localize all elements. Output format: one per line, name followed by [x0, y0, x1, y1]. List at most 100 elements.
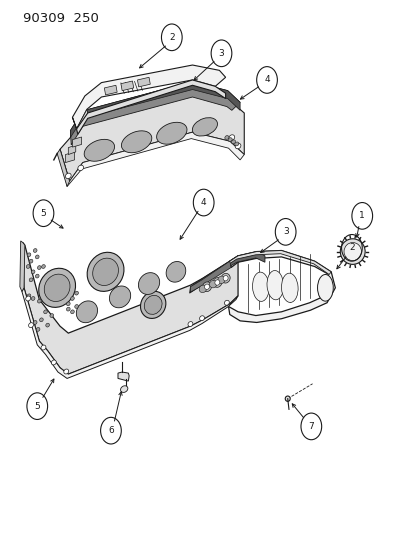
Ellipse shape	[281, 273, 297, 302]
Ellipse shape	[66, 302, 70, 306]
Ellipse shape	[31, 270, 35, 274]
Ellipse shape	[212, 278, 221, 287]
Text: 2: 2	[169, 33, 174, 42]
Ellipse shape	[33, 248, 37, 253]
Polygon shape	[72, 65, 225, 129]
Ellipse shape	[234, 142, 238, 146]
Ellipse shape	[38, 299, 41, 303]
Ellipse shape	[65, 173, 71, 179]
Ellipse shape	[66, 307, 70, 311]
Ellipse shape	[33, 320, 37, 325]
Ellipse shape	[71, 310, 74, 314]
Ellipse shape	[228, 138, 232, 142]
Ellipse shape	[28, 322, 33, 328]
Ellipse shape	[42, 264, 45, 269]
Polygon shape	[60, 90, 244, 181]
Polygon shape	[189, 252, 264, 293]
Ellipse shape	[343, 243, 361, 261]
Ellipse shape	[224, 300, 229, 305]
Polygon shape	[65, 152, 74, 163]
Ellipse shape	[40, 318, 43, 322]
Text: 7: 7	[308, 422, 313, 431]
Ellipse shape	[27, 253, 31, 257]
Text: 90309  250: 90309 250	[23, 12, 98, 25]
Polygon shape	[118, 372, 129, 381]
Ellipse shape	[214, 280, 219, 285]
Ellipse shape	[228, 135, 234, 140]
Polygon shape	[70, 82, 240, 138]
Ellipse shape	[71, 296, 74, 301]
Polygon shape	[76, 80, 225, 134]
Ellipse shape	[87, 252, 123, 292]
Ellipse shape	[76, 301, 97, 322]
Ellipse shape	[36, 274, 39, 278]
Text: 6: 6	[108, 426, 114, 435]
Ellipse shape	[188, 321, 192, 327]
Text: 4: 4	[200, 198, 206, 207]
Ellipse shape	[51, 360, 56, 365]
Ellipse shape	[29, 259, 33, 263]
Polygon shape	[22, 288, 237, 378]
Ellipse shape	[75, 304, 78, 309]
Polygon shape	[68, 145, 76, 155]
Text: 3: 3	[218, 49, 224, 58]
Polygon shape	[190, 261, 230, 292]
Ellipse shape	[27, 294, 31, 298]
Ellipse shape	[120, 386, 128, 392]
Ellipse shape	[78, 165, 83, 171]
Ellipse shape	[266, 271, 283, 300]
Ellipse shape	[93, 258, 118, 286]
Polygon shape	[228, 251, 335, 322]
Ellipse shape	[339, 239, 364, 264]
Ellipse shape	[144, 295, 161, 314]
Ellipse shape	[140, 292, 166, 318]
Ellipse shape	[36, 255, 39, 259]
Polygon shape	[23, 243, 237, 374]
Polygon shape	[57, 149, 69, 187]
Ellipse shape	[36, 327, 40, 332]
Ellipse shape	[202, 282, 211, 292]
Polygon shape	[60, 132, 244, 187]
Ellipse shape	[285, 396, 290, 401]
Ellipse shape	[224, 135, 228, 140]
Ellipse shape	[29, 278, 33, 282]
Text: 1: 1	[358, 212, 364, 220]
Ellipse shape	[46, 323, 49, 327]
Ellipse shape	[109, 286, 131, 308]
Polygon shape	[104, 85, 117, 95]
Ellipse shape	[317, 274, 332, 301]
Ellipse shape	[221, 273, 230, 283]
Ellipse shape	[235, 143, 240, 149]
Ellipse shape	[166, 262, 185, 282]
Text: 2: 2	[348, 244, 354, 252]
Ellipse shape	[199, 316, 204, 321]
Ellipse shape	[26, 264, 30, 269]
Polygon shape	[20, 241, 25, 292]
Polygon shape	[70, 82, 240, 145]
Ellipse shape	[223, 276, 228, 281]
Ellipse shape	[121, 131, 152, 153]
Polygon shape	[72, 109, 88, 132]
Ellipse shape	[156, 122, 187, 144]
Text: 5: 5	[40, 209, 46, 217]
Ellipse shape	[26, 296, 31, 301]
Ellipse shape	[44, 274, 70, 302]
Ellipse shape	[39, 268, 75, 308]
Ellipse shape	[252, 272, 268, 301]
Ellipse shape	[50, 313, 53, 318]
Ellipse shape	[204, 284, 209, 289]
Ellipse shape	[64, 369, 69, 374]
Ellipse shape	[41, 345, 46, 350]
Ellipse shape	[231, 140, 235, 144]
Ellipse shape	[38, 265, 41, 270]
Ellipse shape	[84, 139, 114, 161]
Ellipse shape	[199, 285, 206, 293]
Ellipse shape	[217, 276, 225, 284]
Text: 5: 5	[34, 402, 40, 410]
Ellipse shape	[138, 273, 159, 294]
Polygon shape	[121, 81, 133, 91]
Ellipse shape	[75, 291, 78, 295]
Text: 3: 3	[282, 228, 288, 236]
Polygon shape	[228, 251, 330, 274]
Ellipse shape	[192, 118, 217, 136]
